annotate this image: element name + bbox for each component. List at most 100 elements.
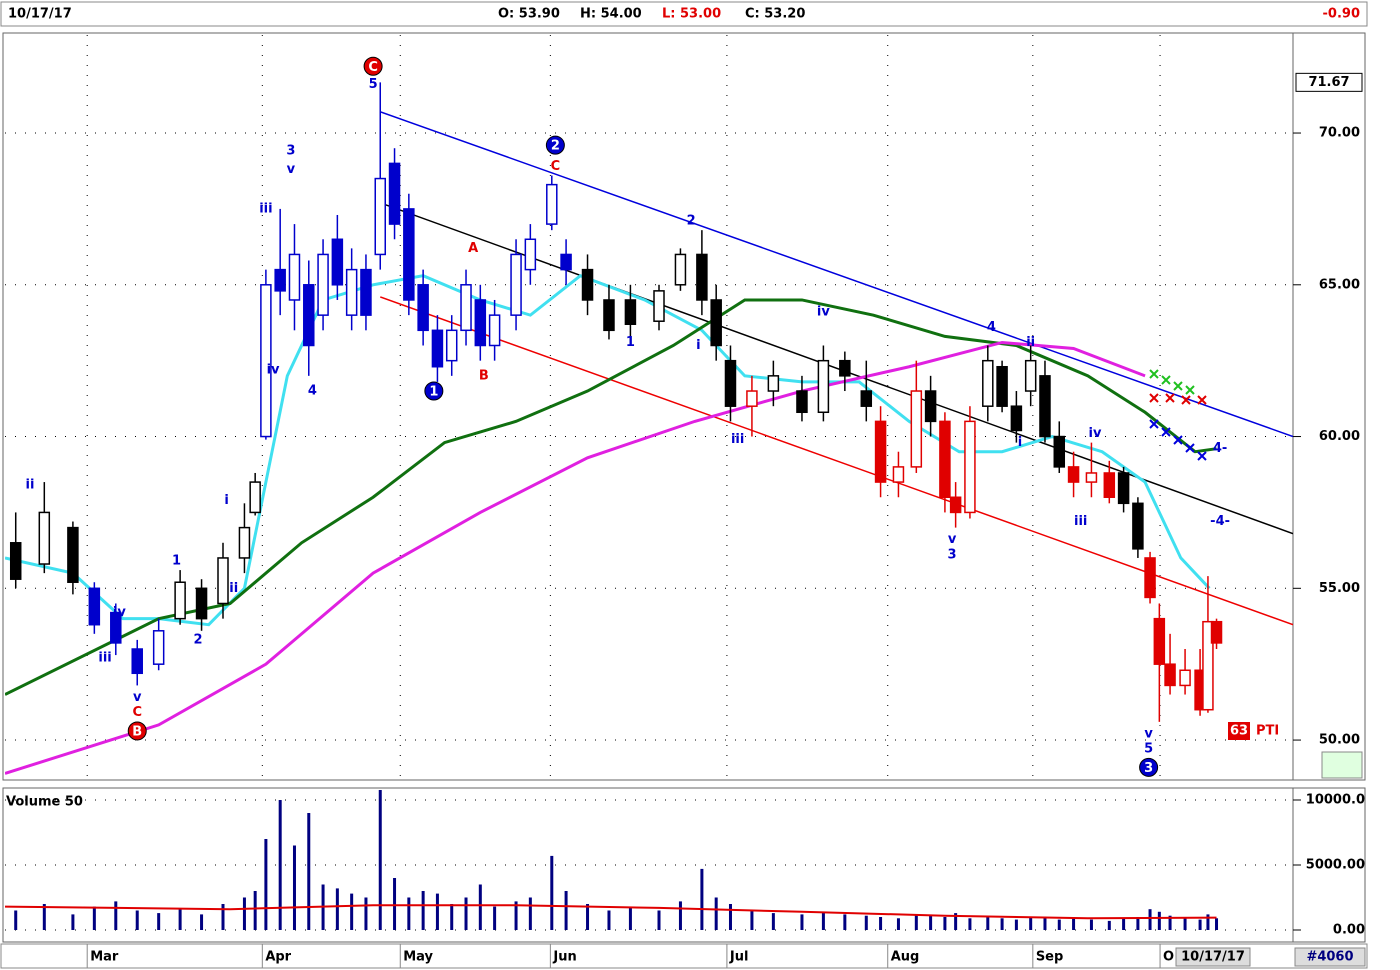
wave-label: 2 xyxy=(687,214,696,229)
x-tick-label: Jul xyxy=(729,950,749,965)
wave-label: 4- xyxy=(1213,441,1227,456)
volume-bar xyxy=(264,839,268,930)
wave-label: iii xyxy=(731,432,744,447)
wave-label: 1 xyxy=(626,335,635,350)
y-tick-label: 50.00 xyxy=(1319,733,1360,748)
volume-bar xyxy=(1206,914,1210,930)
trendline xyxy=(379,296,1293,626)
y-tick-label: 10000.0 xyxy=(1306,793,1365,808)
volume-bar xyxy=(478,884,482,930)
volume-bar xyxy=(135,910,139,930)
volume-bar xyxy=(564,890,568,930)
volume-bar xyxy=(514,901,518,930)
volume-bar xyxy=(114,901,118,930)
candle-body xyxy=(1024,359,1037,392)
candle-body xyxy=(624,299,637,325)
volume-bar xyxy=(914,914,918,930)
wave-label: 5 xyxy=(1144,742,1153,757)
x-tick-label: Apr xyxy=(265,950,291,965)
candle-body xyxy=(1153,617,1166,665)
candle-body xyxy=(1010,405,1023,432)
volume-bar xyxy=(714,897,718,930)
volume-bar xyxy=(307,813,311,930)
close: C: 53.20 xyxy=(745,7,805,22)
wave-label: v xyxy=(948,532,957,547)
volume-bar xyxy=(1183,918,1187,930)
volume-bar xyxy=(200,914,204,930)
candle-body xyxy=(982,359,994,407)
volume-bar xyxy=(178,909,182,930)
volume-bar xyxy=(242,897,246,930)
volume-bar xyxy=(493,906,497,930)
candle-body xyxy=(1039,375,1051,438)
wave-label: ii xyxy=(229,581,238,596)
volume-bar xyxy=(750,910,754,930)
candle-body xyxy=(195,587,208,620)
candle-body xyxy=(510,253,522,316)
bottom-bar xyxy=(0,943,1368,969)
candle-body xyxy=(1085,472,1098,483)
volume-bar xyxy=(954,913,958,930)
candle-body xyxy=(653,290,665,322)
volume-bar xyxy=(864,915,868,930)
volume-bar xyxy=(1168,915,1172,930)
y-tick-label: 55.00 xyxy=(1319,581,1360,596)
candle-body xyxy=(388,162,401,225)
wave-label: 3 xyxy=(286,144,295,159)
candle-body xyxy=(910,390,923,468)
change: -0.90 xyxy=(1323,7,1360,22)
volume-bar xyxy=(42,903,46,930)
volume-bar xyxy=(528,897,532,930)
candle-body xyxy=(1144,557,1156,599)
candle-body xyxy=(746,390,758,407)
volume-bar xyxy=(1072,918,1076,930)
candle-body xyxy=(303,284,315,347)
candle-body xyxy=(1053,435,1066,468)
candle-body xyxy=(317,253,329,316)
volume-bar xyxy=(968,918,972,930)
volume-bar xyxy=(607,910,611,930)
candle-body xyxy=(860,390,873,407)
candle-body xyxy=(431,329,444,368)
x-tick-label: Jun xyxy=(552,950,576,965)
y-tick-label: 65.00 xyxy=(1319,277,1360,292)
volume-bar xyxy=(943,916,947,930)
wave-label: iv xyxy=(817,305,830,320)
volume-bar xyxy=(421,890,425,930)
wave-label: v xyxy=(287,162,296,177)
date-box xyxy=(1175,947,1251,967)
volume-plot xyxy=(5,790,1293,931)
volume-bar xyxy=(843,914,847,930)
price-plot: iiiiiivvCB12iiiiiiiv3v45C1AB2C12iiiiivv3… xyxy=(5,35,1293,778)
candle-body xyxy=(260,284,272,438)
icon[interactable] xyxy=(1321,751,1363,779)
candle-body xyxy=(581,268,594,301)
candle-body xyxy=(1179,669,1191,687)
candle-body xyxy=(924,390,937,423)
last-price: 71.67 xyxy=(1308,75,1349,90)
volume-bar xyxy=(1136,916,1140,930)
candle-body xyxy=(696,253,708,301)
candle-body xyxy=(710,299,722,347)
candle-body xyxy=(1067,466,1080,483)
volume-bar xyxy=(929,915,933,930)
date: 10/17/17 xyxy=(8,7,72,22)
candle-body xyxy=(1164,663,1176,687)
wave-label: -4- xyxy=(1210,514,1230,529)
candle-body xyxy=(360,268,372,316)
volume-bar xyxy=(678,901,682,930)
candle-body xyxy=(949,496,962,514)
y-tick-label: 0.00 xyxy=(1333,922,1365,937)
candle-body xyxy=(546,183,558,225)
volume-bar xyxy=(1043,918,1047,930)
volume-bar xyxy=(1000,918,1004,930)
candle-body xyxy=(874,420,887,483)
wave-label: iv xyxy=(267,362,280,377)
wave-label: iii xyxy=(1074,514,1087,529)
volume-bar xyxy=(771,913,775,930)
volume-bar xyxy=(1198,919,1202,930)
pti-value: 63 xyxy=(1230,724,1248,739)
volume-bar xyxy=(407,897,411,930)
wave-label: 1 xyxy=(429,385,438,400)
